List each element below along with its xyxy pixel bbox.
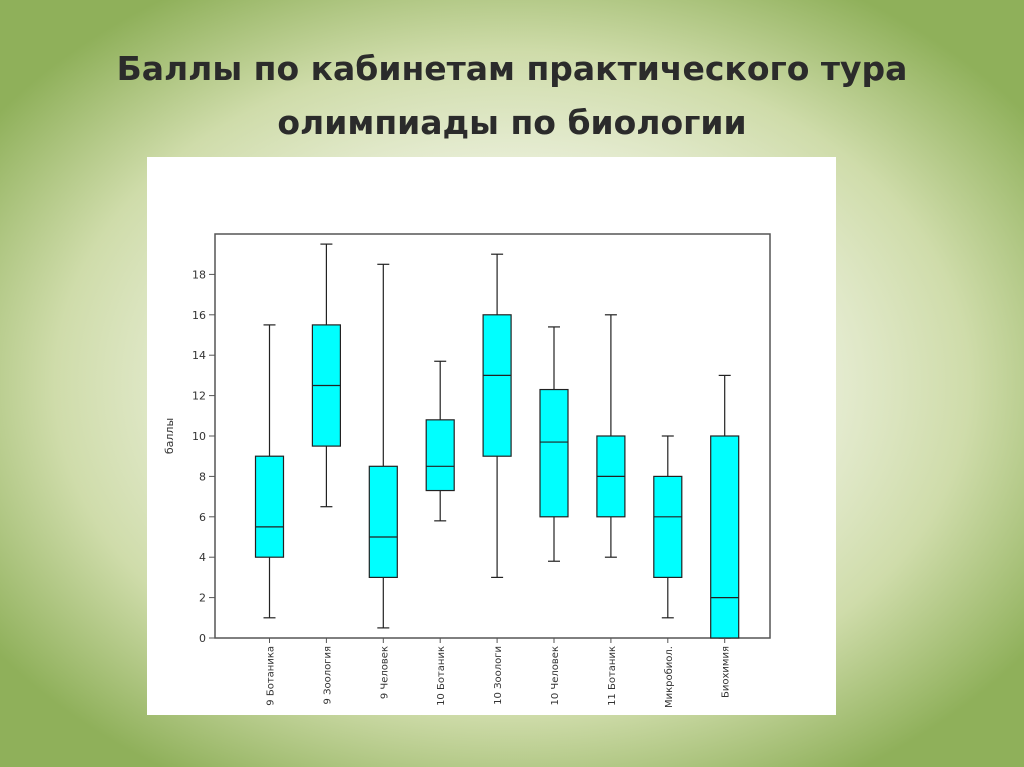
box [425,419,455,492]
x-tick-label: Микробиол. [664,646,675,708]
box-group [311,243,341,508]
box [368,465,398,578]
y-tick-label: 8 [199,470,206,483]
y-tick-label: 2 [199,592,206,605]
box-group [368,263,398,629]
y-tick-label: 14 [192,349,206,362]
boxplot-chart: 0 2 4 6 8 10 12 14 16 18 баллы 9 Ботаника 9 Зоолог… [163,233,771,708]
x-tick-label: 9 Ботаника [266,646,277,706]
y-axis: 0 2 4 6 8 10 12 14 16 18 [192,268,215,645]
x-tick-label: 9 Человек [379,646,390,699]
y-tick-label: 4 [199,551,206,564]
y-axis-label: баллы [163,418,176,454]
box-group [425,360,455,522]
box [482,314,512,457]
box-group [653,435,683,619]
x-axis-labels: 9 Ботаника 9 Зоология 9 Человек 10 Ботаник 1… [266,638,732,708]
y-tick-label: 16 [192,309,206,322]
x-tick-label: 10 Ботаник [436,646,447,706]
x-tick-label: 11 Ботаник [607,646,618,706]
y-tick-label: 0 [199,632,206,645]
box [710,435,740,639]
box-group [539,326,569,562]
y-tick-label: 18 [192,268,206,281]
y-tick-label: 6 [199,511,206,524]
box [254,455,285,558]
box [539,388,569,518]
x-tick-label: 10 Человек [550,646,561,706]
box-group [596,314,626,558]
y-tick-label: 12 [192,390,206,403]
y-tick-label: 10 [192,430,206,443]
chart-panel: 0 2 4 6 8 10 12 14 16 18 баллы 9 Ботаника 9 Зоолог… [147,157,836,715]
x-tick-label: Биохимия [721,646,732,698]
box [653,475,683,578]
box-group [254,324,285,619]
title-line-1: Баллы по кабинетам практического тура [116,49,908,88]
slide-title: Баллы по кабинетам практического тура ол… [0,42,1024,150]
x-tick-label: 9 Зоология [322,646,333,704]
boxes-group [254,243,740,639]
box-group [710,374,740,639]
title-line-2: олимпиады по биологии [277,103,747,142]
x-tick-label: 10 Зоологи [493,646,504,705]
box-group [482,253,512,578]
